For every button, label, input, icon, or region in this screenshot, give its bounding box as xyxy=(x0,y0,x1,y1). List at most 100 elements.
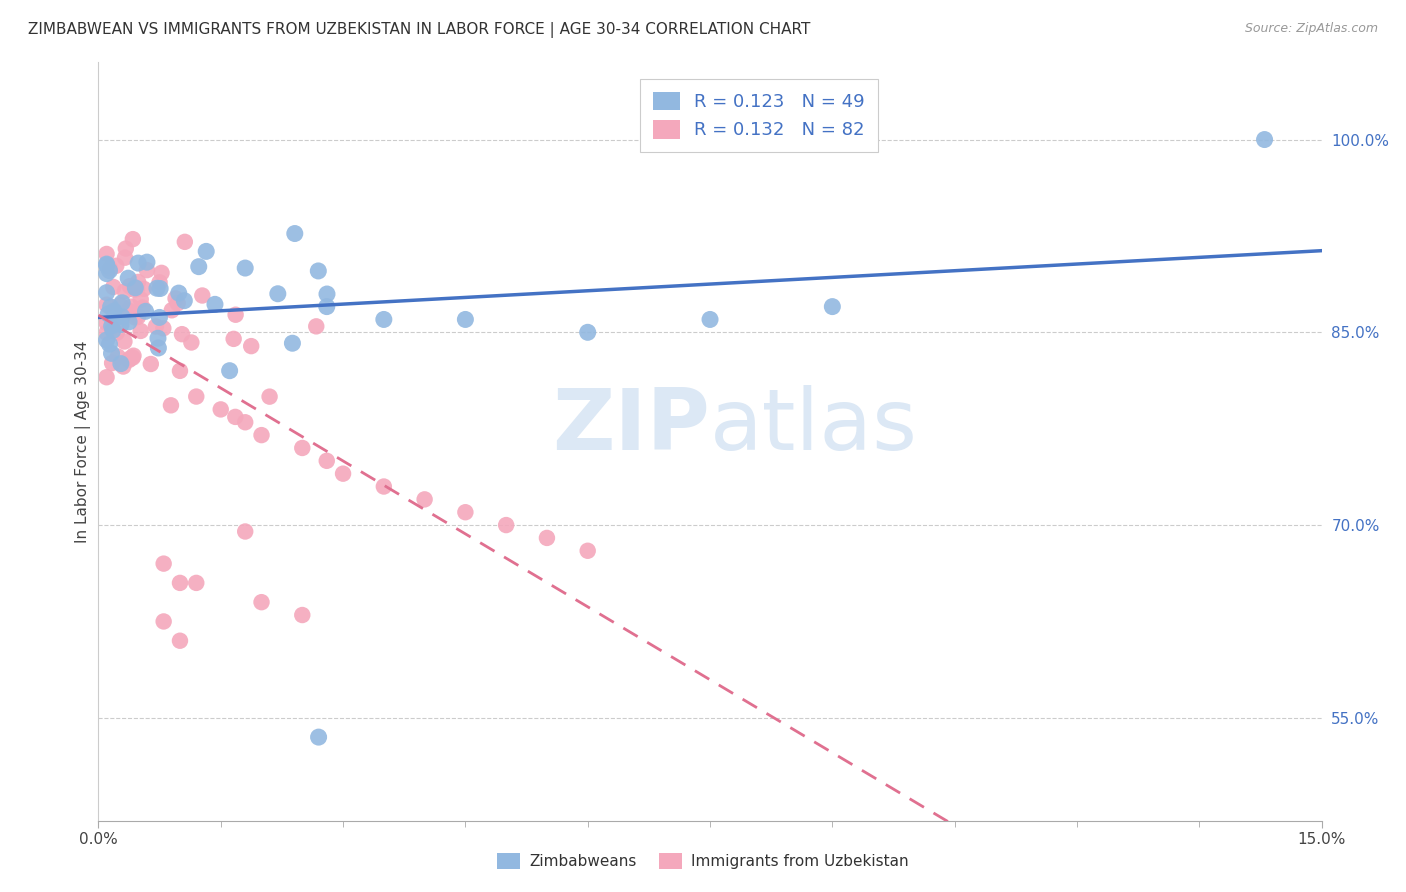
Point xyxy=(316,287,339,301)
Point xyxy=(150,266,173,280)
Point xyxy=(103,280,125,294)
Point xyxy=(148,341,170,355)
Point xyxy=(110,318,132,332)
Point xyxy=(105,259,128,273)
Point xyxy=(250,595,273,609)
Point xyxy=(118,315,141,329)
Point xyxy=(373,312,395,326)
Point xyxy=(124,283,146,297)
Point xyxy=(136,263,159,277)
Point xyxy=(96,247,118,261)
Point xyxy=(136,255,159,269)
Text: ZIMBABWEAN VS IMMIGRANTS FROM UZBEKISTAN IN LABOR FORCE | AGE 30-34 CORRELATION : ZIMBABWEAN VS IMMIGRANTS FROM UZBEKISTAN… xyxy=(28,22,810,38)
Point xyxy=(124,310,146,325)
Point xyxy=(187,260,209,274)
Point xyxy=(167,286,190,301)
Point xyxy=(148,276,170,290)
Legend: R = 0.123   N = 49, R = 0.132   N = 82: R = 0.123 N = 49, R = 0.132 N = 82 xyxy=(640,79,877,152)
Point xyxy=(114,242,136,256)
Point xyxy=(250,428,273,442)
Point xyxy=(191,288,214,302)
Point xyxy=(1253,132,1275,146)
Point xyxy=(169,575,191,590)
Point xyxy=(120,351,142,366)
Point xyxy=(173,235,195,249)
Point xyxy=(699,312,721,326)
Point xyxy=(105,326,128,340)
Point xyxy=(224,409,246,424)
Point xyxy=(149,281,172,295)
Point xyxy=(148,310,170,325)
Point xyxy=(169,364,191,378)
Point xyxy=(96,298,118,312)
Point xyxy=(284,227,307,241)
Point xyxy=(97,307,120,321)
Point xyxy=(118,279,141,293)
Point xyxy=(121,232,143,246)
Point xyxy=(127,310,149,324)
Point xyxy=(127,275,149,289)
Point xyxy=(100,319,122,334)
Point xyxy=(195,244,218,259)
Point xyxy=(101,356,124,370)
Point xyxy=(315,454,337,468)
Point xyxy=(111,295,134,310)
Point xyxy=(209,402,232,417)
Point xyxy=(117,271,139,285)
Point xyxy=(152,321,174,335)
Point xyxy=(125,282,148,296)
Point xyxy=(152,557,174,571)
Point xyxy=(96,326,118,340)
Point xyxy=(173,293,195,308)
Point xyxy=(96,258,118,272)
Point xyxy=(100,300,122,314)
Point xyxy=(281,336,304,351)
Point xyxy=(112,359,135,374)
Point xyxy=(315,300,337,314)
Point xyxy=(165,292,187,306)
Point xyxy=(373,479,395,493)
Point xyxy=(180,335,202,350)
Point xyxy=(291,441,314,455)
Point xyxy=(454,312,477,326)
Point xyxy=(308,730,330,744)
Point xyxy=(96,333,118,347)
Point xyxy=(139,357,162,371)
Point xyxy=(536,531,558,545)
Point xyxy=(146,331,169,345)
Point xyxy=(96,285,118,300)
Point xyxy=(576,543,599,558)
Point xyxy=(135,304,157,318)
Point xyxy=(124,281,146,295)
Point xyxy=(332,467,354,481)
Point xyxy=(225,308,247,322)
Point xyxy=(129,324,152,338)
Point xyxy=(267,286,290,301)
Point xyxy=(103,304,125,318)
Point xyxy=(160,303,183,318)
Text: ZIP: ZIP xyxy=(553,384,710,468)
Point xyxy=(121,351,143,365)
Point xyxy=(576,326,599,340)
Point xyxy=(96,257,118,271)
Point xyxy=(96,267,118,281)
Point xyxy=(204,297,226,311)
Point xyxy=(307,264,329,278)
Point xyxy=(132,282,155,296)
Point xyxy=(145,319,167,334)
Point xyxy=(98,261,121,276)
Point xyxy=(166,296,188,310)
Point xyxy=(454,505,477,519)
Point xyxy=(169,633,191,648)
Point xyxy=(100,320,122,334)
Point xyxy=(98,263,121,277)
Point xyxy=(127,256,149,270)
Point xyxy=(240,339,263,353)
Point xyxy=(129,293,152,307)
Point xyxy=(107,350,129,364)
Point xyxy=(146,281,169,295)
Legend: Zimbabweans, Immigrants from Uzbekistan: Zimbabweans, Immigrants from Uzbekistan xyxy=(491,847,915,875)
Point xyxy=(122,349,145,363)
Point xyxy=(218,364,240,378)
Text: Source: ZipAtlas.com: Source: ZipAtlas.com xyxy=(1244,22,1378,36)
